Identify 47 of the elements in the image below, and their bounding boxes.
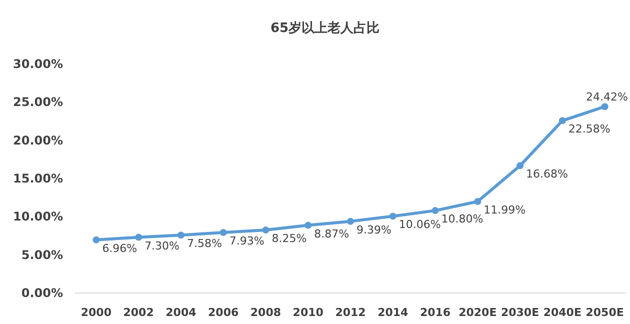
point bbox=[558, 117, 566, 124]
data-label: 22.58% bbox=[568, 122, 610, 136]
point bbox=[474, 198, 482, 205]
point bbox=[92, 236, 100, 244]
point bbox=[347, 218, 354, 225]
y-tick-label: 30.00% bbox=[13, 57, 63, 71]
x-tick-label: 2016 bbox=[420, 306, 451, 319]
y-tick-label: 5.00% bbox=[21, 248, 63, 262]
point bbox=[135, 234, 142, 241]
point bbox=[177, 232, 184, 239]
data-label: 8.87% bbox=[314, 227, 350, 240]
x-tick-label: 2030E bbox=[500, 306, 540, 319]
data-label: 8.25% bbox=[272, 232, 307, 246]
point bbox=[601, 103, 608, 110]
x-tick-label: 2014 bbox=[378, 306, 409, 319]
x-tick-label: 2004 bbox=[166, 306, 197, 319]
y-tick-label: 15.00% bbox=[13, 172, 63, 186]
x-tick-label: 2006 bbox=[208, 306, 239, 319]
y-tick-label: 10.00% bbox=[13, 210, 63, 224]
x-tick-label: 2050E bbox=[586, 306, 624, 319]
x-tick-label: 2000 bbox=[80, 306, 112, 319]
x-tick-label: 2020E bbox=[458, 306, 497, 319]
point bbox=[516, 162, 524, 170]
data-label: 10.06% bbox=[398, 218, 441, 232]
point bbox=[432, 207, 439, 214]
data-label: 16.68% bbox=[526, 168, 568, 181]
y-tick-label: 20.00% bbox=[13, 133, 63, 148]
data-label: 11.99% bbox=[484, 203, 526, 216]
chart-title: 65岁以上老人占比 bbox=[270, 21, 380, 36]
point bbox=[304, 222, 312, 229]
x-tick-label: 2012 bbox=[335, 306, 366, 319]
data-label: 7.58% bbox=[186, 237, 222, 250]
data-label: 7.30% bbox=[144, 239, 180, 252]
x-tick-label: 2010 bbox=[292, 306, 324, 319]
x-tick-label: 2040E bbox=[543, 306, 582, 319]
x-tick-label: 2002 bbox=[123, 306, 154, 319]
y-tick-label: 25.00% bbox=[13, 95, 63, 110]
data-label: 6.96% bbox=[102, 242, 138, 255]
x-tick-label: 2008 bbox=[250, 306, 282, 319]
point bbox=[262, 226, 270, 234]
point bbox=[389, 212, 396, 220]
data-label: 9.39% bbox=[356, 223, 392, 236]
point bbox=[220, 228, 227, 236]
data-label: 7.93% bbox=[229, 234, 264, 248]
data-label: 24.42% bbox=[586, 90, 628, 104]
y-tick-label: 0.00% bbox=[21, 286, 63, 300]
data-label: 10.80% bbox=[441, 212, 484, 226]
